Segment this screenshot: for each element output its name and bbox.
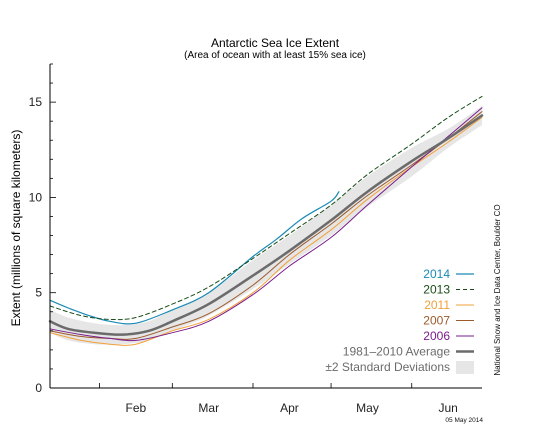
credit-text: National Snow and Ice Data Center, Bould… <box>493 204 502 375</box>
series-line-4 <box>49 107 483 342</box>
y-tick-label: 10 <box>29 190 43 204</box>
legend-swatch <box>456 361 474 374</box>
y-tick-label: 15 <box>29 95 43 109</box>
series-line-5 <box>48 114 484 336</box>
legend-label: 2006 <box>423 329 450 343</box>
y-tick-label: 0 <box>35 381 42 395</box>
legend-label: 2014 <box>423 267 450 281</box>
plot-area <box>48 95 484 346</box>
x-tick-label: Apr <box>280 401 299 415</box>
series-line-1 <box>49 95 483 321</box>
legend-label: ±2 Standard Deviations <box>325 360 450 374</box>
legend-label: 1981–2010 Average <box>343 345 451 359</box>
std-dev-band <box>50 105 482 345</box>
date-stamp: 05 May 2014 <box>445 417 483 424</box>
chart-subtitle: (Area of ocean with at least 15% sea ice… <box>184 50 366 61</box>
x-tick-label: Mar <box>198 401 219 415</box>
x-tick-label: Feb <box>126 401 147 415</box>
axes: 0 5 10 15 Feb Mar Apr May Jun <box>29 63 482 415</box>
chart-title: Antarctic Sea Ice Extent <box>211 36 340 50</box>
y-tick-label: 5 <box>35 286 42 300</box>
legend-label: 2013 <box>423 283 450 297</box>
x-tick-label: May <box>356 401 379 415</box>
legend-label: 2011 <box>424 298 450 312</box>
y-axis-label: Extent (millions of square kilometers) <box>9 130 23 327</box>
legend-label: 2007 <box>423 314 450 328</box>
series-line-0 <box>49 191 340 325</box>
x-tick-label: Jun <box>438 401 457 415</box>
